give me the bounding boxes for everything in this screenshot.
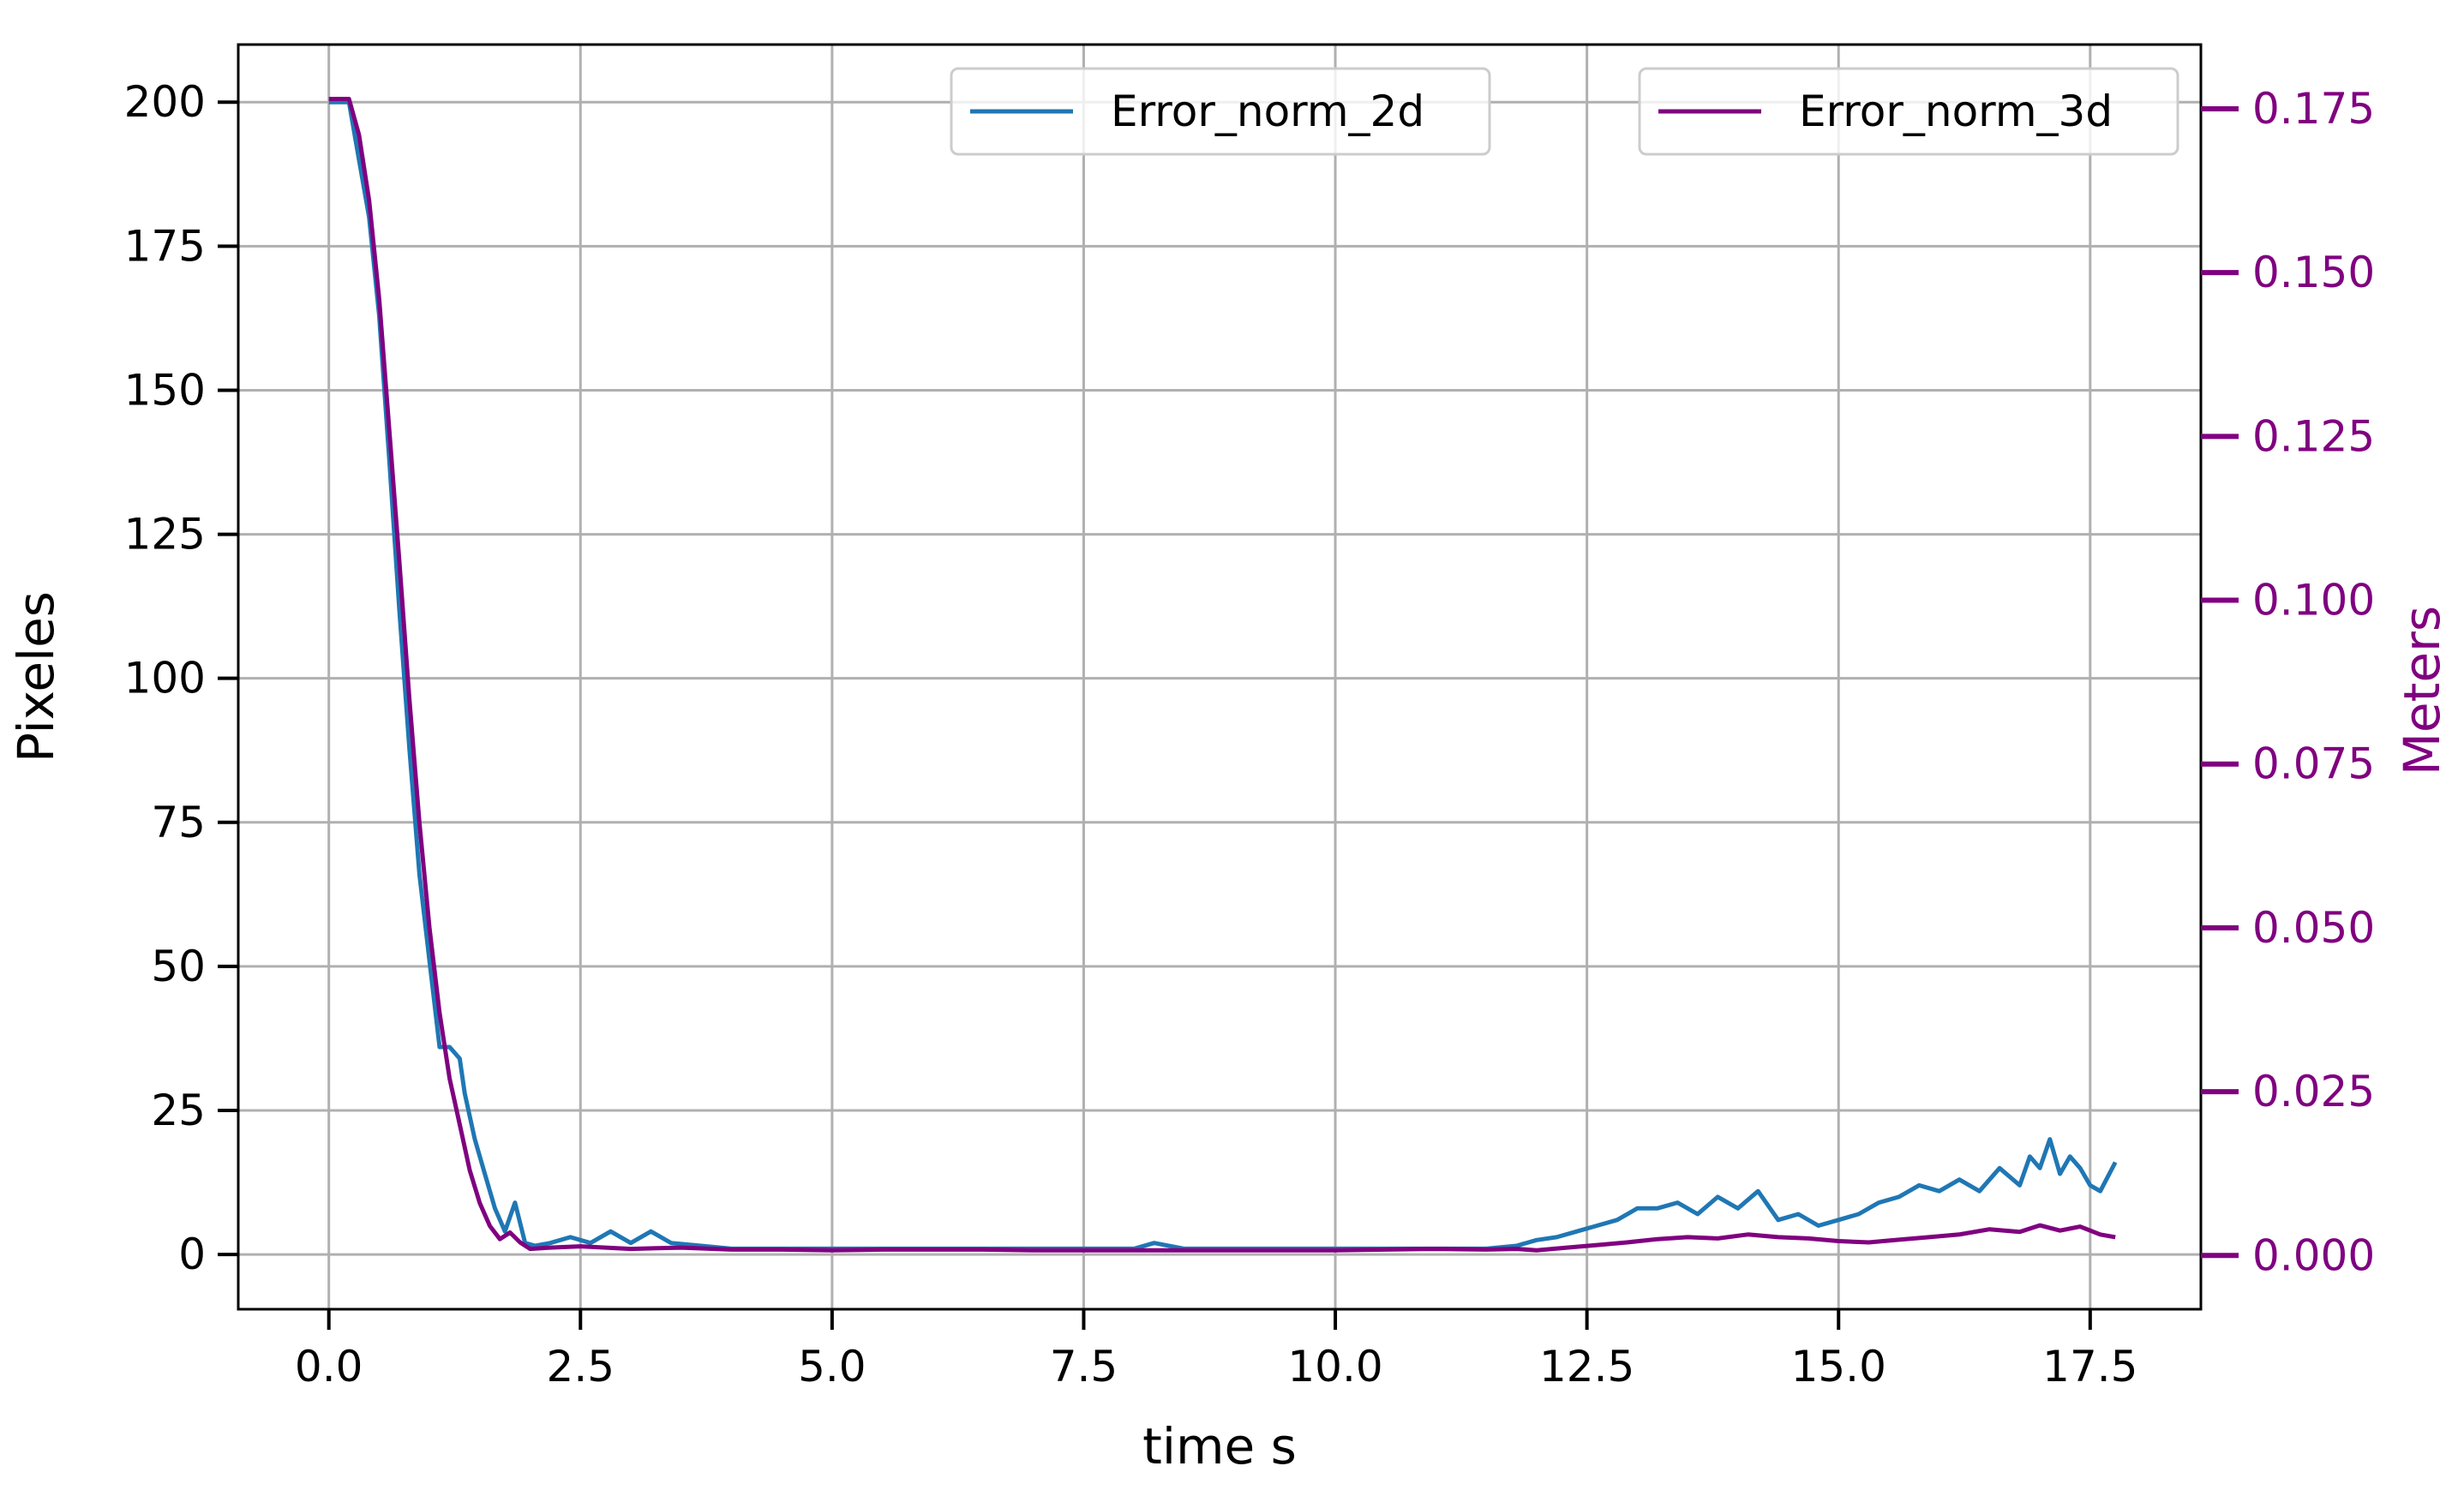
y-left-tick-label-7: 175: [124, 221, 206, 271]
x-tick-label-5: 12.5: [1539, 1342, 1634, 1391]
plot-frame: [237, 43, 2203, 1311]
x-tick-label-7: 17.5: [2042, 1342, 2137, 1391]
grid: [238, 45, 2201, 1309]
y-right-tick-label-7: 0.175: [2252, 84, 2375, 134]
y-left-tick-label-8: 200: [124, 77, 206, 127]
y-right-tick-label-0: 0.000: [2252, 1230, 2375, 1280]
legend-3d-box: [1638, 67, 2179, 156]
y-axis-right-label: Meters: [2393, 606, 2451, 775]
legend-2d-label: Error_norm_2d: [1111, 87, 1424, 136]
x-tick-label-2: 5.0: [798, 1342, 866, 1391]
y-left-tick-label-6: 150: [124, 365, 206, 415]
x-axis: 0.0 2.5 5.0 7.5 10.0 12.5 15.0 17.5: [295, 1309, 2137, 1391]
y-left-tick-label-5: 125: [124, 510, 206, 560]
y-left-tick-label-4: 100: [124, 654, 206, 703]
y-right-tick-label-5: 0.125: [2252, 411, 2375, 461]
y-right-tick-label-6: 0.150: [2252, 248, 2375, 297]
y-axis-left-label: Pixeles: [7, 591, 65, 763]
legend-3d-label: Error_norm_3d: [1799, 87, 2113, 136]
y-axis-right: 0.000 0.025 0.050 0.075 0.100 0.125 0.150 0.175: [2201, 84, 2375, 1280]
y-right-tick-label-1: 0.025: [2252, 1067, 2375, 1116]
series-layer: [328, 97, 2118, 1253]
x-tick-label-4: 10.0: [1287, 1342, 1382, 1391]
y-right-tick-label-3: 0.075: [2252, 739, 2375, 789]
y-right-tick-label-2: 0.050: [2252, 903, 2375, 953]
x-tick-label-0: 0.0: [295, 1342, 363, 1391]
x-axis-label: time s: [1142, 1417, 1297, 1475]
y-left-tick-label-1: 25: [151, 1086, 206, 1135]
y-left-tick-label-3: 75: [151, 798, 206, 847]
y-axis-left: 0 25 50 75 100 125 150 175 200: [124, 77, 238, 1279]
legend-2d-box: [950, 67, 1491, 156]
y-left-tick-label-0: 0: [178, 1230, 206, 1279]
series-line-2d: [328, 99, 2118, 1251]
legend-3d: Error_norm_3d: [1638, 67, 2179, 156]
x-tick-label-6: 15.0: [1791, 1342, 1886, 1391]
x-tick-label-1: 2.5: [547, 1342, 615, 1391]
series-line-3d: [328, 97, 2116, 1253]
legend-2d: Error_norm_2d: [950, 67, 1491, 156]
y-right-tick-label-4: 0.100: [2252, 576, 2375, 625]
y-left-tick-label-2: 50: [151, 942, 206, 991]
x-tick-label-3: 7.5: [1050, 1342, 1118, 1391]
